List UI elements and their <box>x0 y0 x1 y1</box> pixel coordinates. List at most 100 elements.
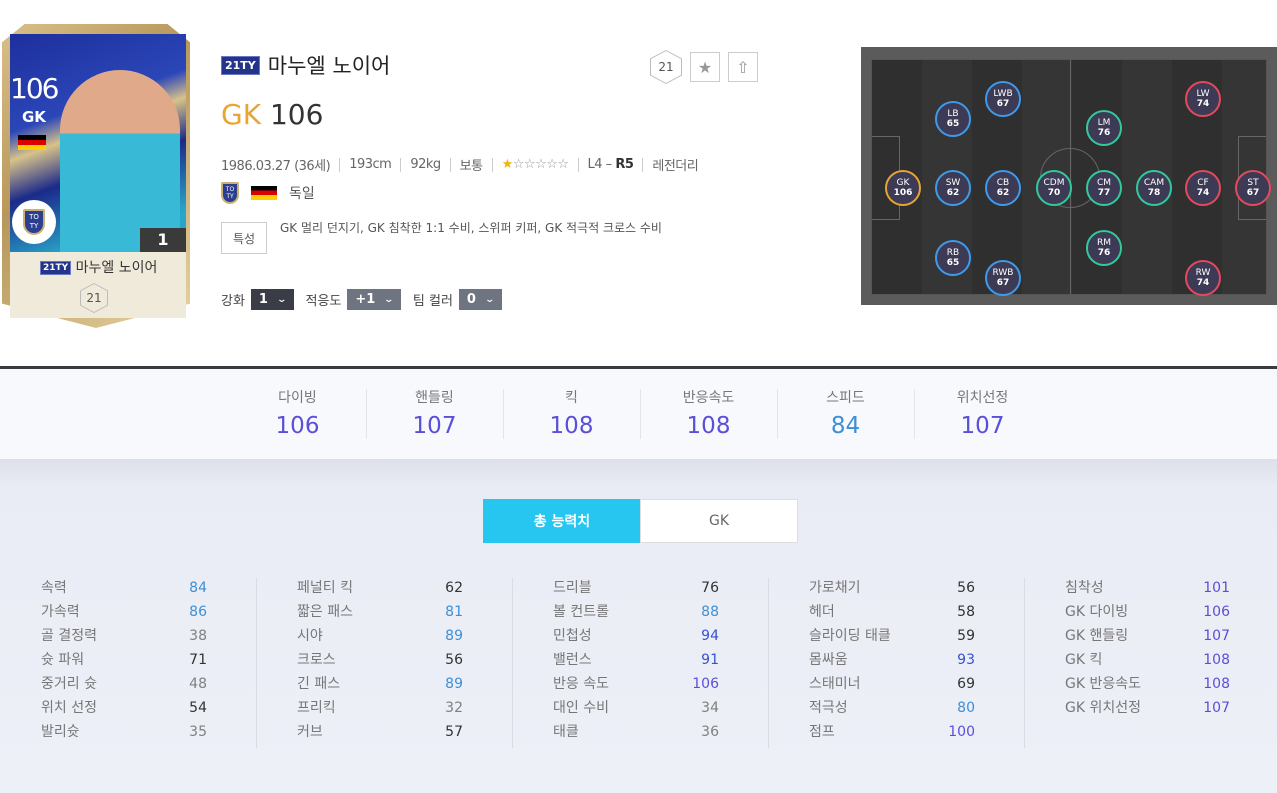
selector-dropdown[interactable]: +1 ⌄ <box>347 289 401 310</box>
stat-row: 슛 파워 71 <box>41 648 207 672</box>
stat-row: 중거리 슛 48 <box>41 672 207 696</box>
stat-name: GK 다이빙 <box>1065 604 1129 620</box>
stat-value: 76 <box>701 580 719 596</box>
card-hex: 21 <box>80 283 108 313</box>
stat-name: 속력 <box>41 580 67 596</box>
selector-label: 팀 컬러 <box>412 294 453 309</box>
stat-column: 침착성 101 GK 다이빙 106 GK 핸들링 107 GK 킥 108 GK 반응속도 10… <box>1065 576 1230 720</box>
player-image <box>60 70 180 252</box>
stat-value: 89 <box>445 628 463 644</box>
stat-value: 62 <box>445 580 463 596</box>
stat-value: 107 <box>1203 628 1230 644</box>
stat-name: 시야 <box>297 628 323 644</box>
star-icon: ☆ <box>523 157 536 172</box>
stat-value: 32 <box>445 700 463 716</box>
column-divider <box>768 578 769 748</box>
position-st[interactable]: ST 67 <box>1235 170 1271 206</box>
position-name: RW <box>1195 268 1211 278</box>
position-gk[interactable]: GK 106 <box>885 170 921 206</box>
stat-value: 84 <box>189 580 207 596</box>
summary-value: 108 <box>549 413 594 439</box>
position-overall: 76 <box>1097 128 1111 138</box>
chevron-down-icon: ⌄ <box>383 294 395 305</box>
stat-value: 101 <box>1203 580 1230 596</box>
summary-stat: 반응속도 108 <box>640 387 777 439</box>
stat-value: 34 <box>701 700 719 716</box>
summary-value: 108 <box>686 413 731 439</box>
stat-name: 볼 컨트롤 <box>553 604 609 620</box>
tab-gk[interactable]: GK <box>640 499 798 543</box>
position-name: LW <box>1196 89 1210 99</box>
selector-label: 강화 <box>221 294 245 309</box>
position-lwb[interactable]: LWB 67 <box>985 81 1021 117</box>
position-rm[interactable]: RM 76 <box>1086 230 1122 266</box>
summary-stat: 위치선정 107 <box>914 387 1051 439</box>
stat-row: 침착성 101 <box>1065 576 1230 600</box>
stat-value: 88 <box>701 604 719 620</box>
selector-dropdown[interactable]: 1 ⌄ <box>250 289 294 310</box>
stat-value: 54 <box>189 700 207 716</box>
column-divider <box>1024 578 1025 748</box>
summary-stat: 킥 108 <box>503 387 640 439</box>
club-badge: TOTY <box>12 200 56 244</box>
summary-divider <box>503 389 504 439</box>
position-rwb[interactable]: RWB 67 <box>985 260 1021 296</box>
stat-value: 59 <box>957 628 975 644</box>
position-overall: 74 <box>1196 188 1210 198</box>
stat-row: 위치 선정 54 <box>41 696 207 720</box>
stat-value: 81 <box>445 604 463 620</box>
position-sw[interactable]: SW 62 <box>935 170 971 206</box>
selector-dropdown[interactable]: 0 ⌄ <box>458 289 502 310</box>
stat-value: 80 <box>957 700 975 716</box>
summary-value: 106 <box>275 413 320 439</box>
stat-row: 크로스 56 <box>297 648 463 672</box>
weak-foot-left: L4 – <box>587 157 613 172</box>
summary-value: 107 <box>960 413 1005 439</box>
position-lm[interactable]: LM 76 <box>1086 110 1122 146</box>
position-lb[interactable]: LB 65 <box>935 101 971 137</box>
position-cam[interactable]: CAM 78 <box>1136 170 1172 206</box>
stat-name: 침착성 <box>1065 580 1104 596</box>
stat-name: 긴 패스 <box>297 676 341 692</box>
position-rb[interactable]: RB 65 <box>935 240 971 276</box>
position-name: CM <box>1096 178 1112 188</box>
stat-name: 민첩성 <box>553 628 592 644</box>
position-cb[interactable]: CB 62 <box>985 170 1021 206</box>
stat-value: 108 <box>1203 676 1230 692</box>
body-type: 보통 <box>459 159 483 174</box>
stat-row: 슬라이딩 태클 59 <box>809 624 975 648</box>
hex-badge[interactable]: 21 <box>650 50 682 84</box>
summary-divider <box>914 389 915 439</box>
position-name: LB <box>947 109 959 119</box>
position-overall: 74 <box>1196 99 1210 109</box>
share-button[interactable]: ⇧ <box>728 52 758 82</box>
stat-row: 태클 36 <box>553 720 719 744</box>
favorite-button[interactable]: ★ <box>690 52 720 82</box>
selector-value: 1 <box>258 292 268 307</box>
player-name: 마누엘 노이어 <box>267 54 391 78</box>
stat-name: 페널티 킥 <box>297 580 353 596</box>
position-cf[interactable]: CF 74 <box>1185 170 1221 206</box>
stat-row: 프리킥 32 <box>297 696 463 720</box>
position-rw[interactable]: RW 74 <box>1185 260 1221 296</box>
stat-row: 가로채기 56 <box>809 576 975 600</box>
stat-row: 커브 57 <box>297 720 463 744</box>
stat-row: 골 결정력 38 <box>41 624 207 648</box>
position-overall: 106 <box>893 188 913 198</box>
position-lw[interactable]: LW 74 <box>1185 81 1221 117</box>
stat-row: 스태미너 69 <box>809 672 975 696</box>
stat-value: 57 <box>445 724 463 740</box>
player-meta: 1986.03.27 (36세) 193cm 92kg 보통 ★☆☆☆☆☆ L4… <box>221 155 699 174</box>
position-overall: 65 <box>946 119 960 129</box>
stat-value: 35 <box>189 724 207 740</box>
stat-row: 대인 수비 34 <box>553 696 719 720</box>
selector-value: +1 <box>355 292 376 307</box>
tab-total-stats[interactable]: 총 능력치 <box>483 499 641 543</box>
stat-value: 56 <box>957 580 975 596</box>
stat-value: 56 <box>445 652 463 668</box>
column-divider <box>256 578 257 748</box>
selector-value: 0 <box>466 292 476 307</box>
position-cdm[interactable]: CDM 70 <box>1036 170 1072 206</box>
stat-name: GK 반응속도 <box>1065 676 1141 692</box>
position-cm[interactable]: CM 77 <box>1086 170 1122 206</box>
